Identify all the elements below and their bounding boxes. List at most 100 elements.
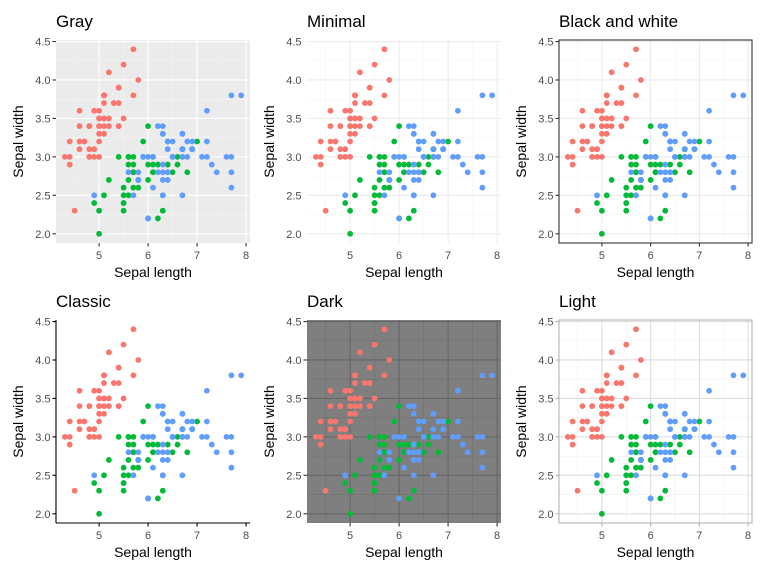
data-point-setosa — [603, 395, 610, 402]
data-point-virginica — [691, 146, 698, 153]
data-point-versicolor — [125, 153, 132, 160]
data-point-versicolor — [120, 480, 127, 486]
data-point-virginica — [223, 153, 230, 160]
data-point-virginica — [228, 92, 235, 99]
data-point-versicolor — [647, 161, 654, 168]
data-point-setosa — [618, 380, 625, 386]
data-point-versicolor — [598, 510, 605, 517]
data-point-setosa — [594, 153, 600, 160]
data-point-versicolor — [145, 123, 152, 130]
data-point-versicolor — [184, 449, 191, 456]
data-point-virginica — [159, 410, 166, 417]
data-point-virginica — [401, 464, 407, 471]
data-point-virginica — [145, 153, 152, 160]
data-point-versicolor — [633, 441, 639, 448]
data-point-setosa — [91, 107, 98, 114]
data-point-versicolor — [391, 418, 398, 425]
data-point-setosa — [618, 84, 625, 91]
data-point-virginica — [228, 433, 235, 440]
plot-background — [559, 40, 752, 243]
data-point-versicolor — [145, 441, 152, 448]
data-point-versicolor — [120, 207, 127, 214]
data-point-virginica — [701, 153, 708, 160]
y-tick-label: 3.0 — [35, 432, 50, 444]
data-point-setosa — [366, 380, 373, 386]
data-point-versicolor — [169, 449, 176, 456]
data-point-versicolor — [91, 480, 98, 486]
data-point-virginica — [637, 457, 644, 463]
data-point-virginica — [155, 403, 161, 410]
data-point-virginica — [203, 418, 210, 425]
data-point-virginica — [652, 433, 659, 440]
x-tick-label: 5 — [599, 530, 605, 542]
data-point-virginica — [410, 410, 417, 417]
data-point-setosa — [317, 441, 324, 448]
data-point-versicolor — [347, 230, 354, 237]
data-point-setosa — [352, 410, 358, 417]
data-point-virginica — [430, 146, 437, 153]
data-point-versicolor — [376, 457, 383, 463]
y-tick-label: 3.0 — [35, 152, 50, 164]
data-point-versicolor — [366, 153, 373, 160]
data-point-virginica — [489, 92, 496, 99]
data-point-setosa — [130, 326, 137, 333]
data-point-setosa — [86, 403, 93, 410]
panel-minimal: Minimal Sepal length Sepal width 5 6 7 8 2.0… — [261, 12, 501, 280]
data-point-virginica — [391, 153, 398, 160]
data-point-virginica — [184, 153, 191, 160]
data-point-setosa — [357, 349, 363, 356]
data-point-versicolor — [608, 457, 615, 463]
data-point-setosa — [357, 395, 363, 402]
data-point-virginica — [164, 418, 171, 425]
data-point-virginica — [406, 449, 412, 456]
data-point-virginica — [159, 130, 166, 137]
data-point-versicolor — [628, 177, 635, 183]
data-point-setosa — [96, 130, 103, 137]
data-point-versicolor — [633, 464, 639, 471]
data-point-setosa — [603, 115, 610, 122]
data-point-versicolor — [357, 177, 363, 183]
data-point-setosa — [569, 441, 576, 448]
data-point-versicolor — [445, 418, 451, 425]
data-point-setosa — [579, 123, 586, 130]
data-point-virginica — [159, 457, 166, 463]
data-point-setosa — [598, 130, 605, 137]
data-point-virginica — [150, 153, 156, 160]
data-point-versicolor — [155, 215, 161, 222]
data-point-versicolor — [623, 472, 630, 479]
data-point-versicolor — [598, 230, 605, 237]
y-axis-label: Sepal width — [261, 105, 277, 177]
data-point-versicolor — [594, 200, 600, 206]
data-point-virginica — [459, 161, 466, 168]
data-point-setosa — [371, 115, 378, 122]
data-point-virginica — [238, 92, 245, 99]
y-tick-label: 2.0 — [538, 509, 553, 521]
data-point-virginica — [125, 169, 132, 176]
y-tick-label: 4.5 — [538, 37, 553, 49]
data-point-setosa — [598, 138, 605, 145]
data-point-virginica — [203, 107, 210, 114]
data-point-versicolor — [145, 161, 152, 168]
y-tick-label: 4.0 — [538, 355, 553, 367]
data-point-versicolor — [174, 441, 181, 448]
data-point-virginica — [179, 146, 186, 153]
y-axis-label: Sepal width — [10, 105, 26, 177]
data-point-virginica — [415, 146, 422, 153]
data-point-virginica — [479, 184, 486, 191]
data-point-versicolor — [628, 433, 635, 440]
data-point-setosa — [357, 115, 363, 122]
y-tick-label: 3.5 — [35, 113, 50, 125]
data-point-virginica — [706, 433, 713, 440]
data-point-setosa — [366, 403, 373, 410]
data-point-versicolor — [633, 184, 639, 191]
data-point-virginica — [410, 457, 417, 463]
data-point-virginica — [208, 441, 215, 448]
data-point-virginica — [730, 464, 737, 471]
y-tick-label: 3.5 — [538, 113, 553, 125]
data-points — [61, 46, 245, 237]
data-point-versicolor — [628, 441, 635, 448]
x-tick-label: 7 — [445, 530, 451, 542]
data-point-versicolor — [642, 138, 649, 145]
data-point-virginica — [430, 426, 437, 433]
plot-background — [56, 40, 250, 243]
